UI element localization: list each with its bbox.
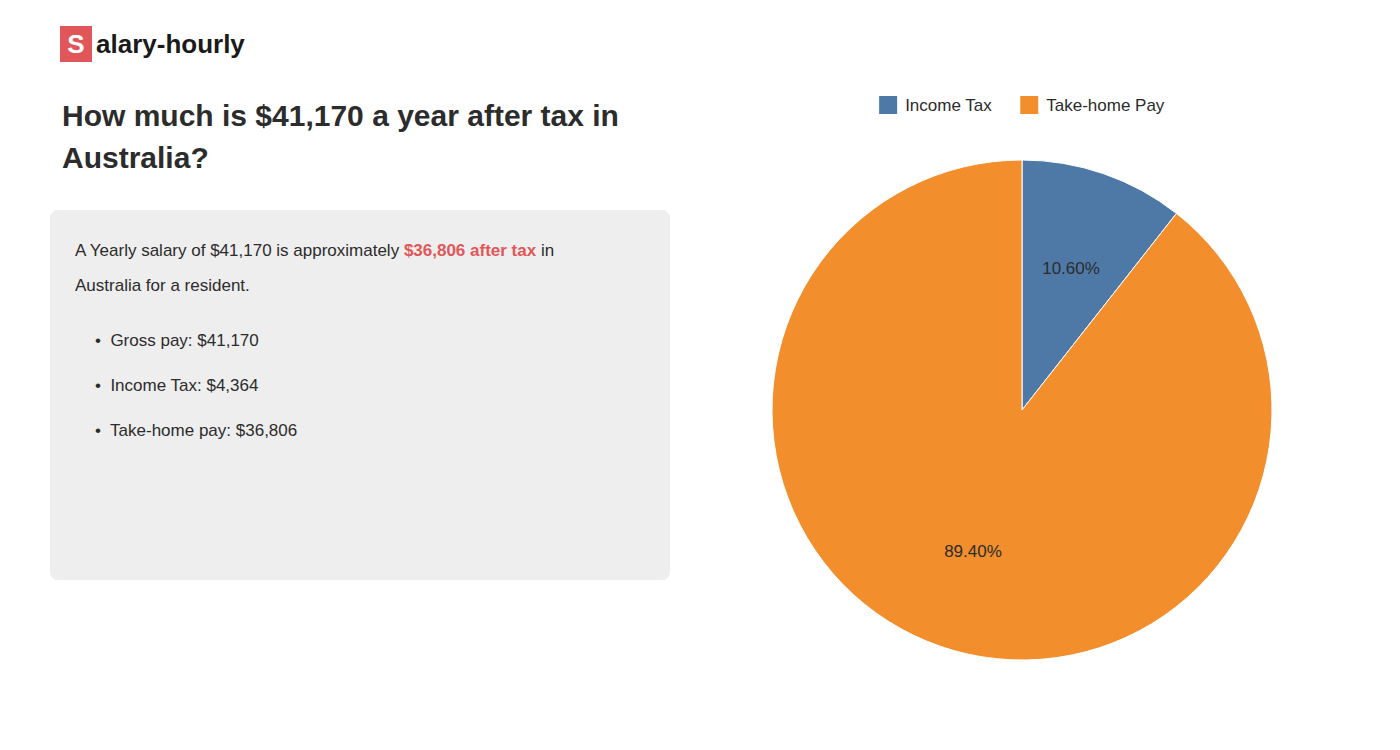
info-box [50,210,670,580]
summary-line: A Yearly salary of $41,170 is approximat… [75,241,554,260]
logo-box [60,26,92,62]
summary-text: A Yearly salary of $41,170 is approximat… [75,241,404,260]
bullet-item: • Income Tax: $4,364 [95,376,258,395]
data-labels: 10.60% 89.40% [944,259,1100,562]
summary-text: in [536,241,554,260]
data-label: 10.60% [1042,259,1100,278]
legend-swatch [879,96,897,114]
data-label: 89.40% [944,542,1002,561]
bullet-item: • Take-home pay: $36,806 [95,421,297,440]
summary-highlight: $36,806 after tax [404,241,537,260]
legend-item: Income Tax [879,96,992,115]
legend-item: Take-home Pay [1020,96,1165,115]
legend-swatch [1020,96,1038,114]
legend: Income Tax Take-home Pay [879,96,1165,115]
pie-slice [772,160,1272,660]
summary-line: Australia for a resident. [75,276,250,295]
title: How much is $41,170 a year after tax in [62,99,619,132]
bullet-item: • Gross pay: $41,170 [95,331,259,350]
logo-letter: S [67,29,84,59]
legend-label: Take-home Pay [1046,96,1165,115]
logo: Salary-hourly [60,26,245,62]
logo-text: alary-hourly [96,29,245,59]
chart-root: Salary-hourly How much is $41,170 a year … [0,0,1400,750]
legend-label: Income Tax [905,96,992,115]
title: Australia? [62,141,209,174]
pie [772,160,1272,660]
